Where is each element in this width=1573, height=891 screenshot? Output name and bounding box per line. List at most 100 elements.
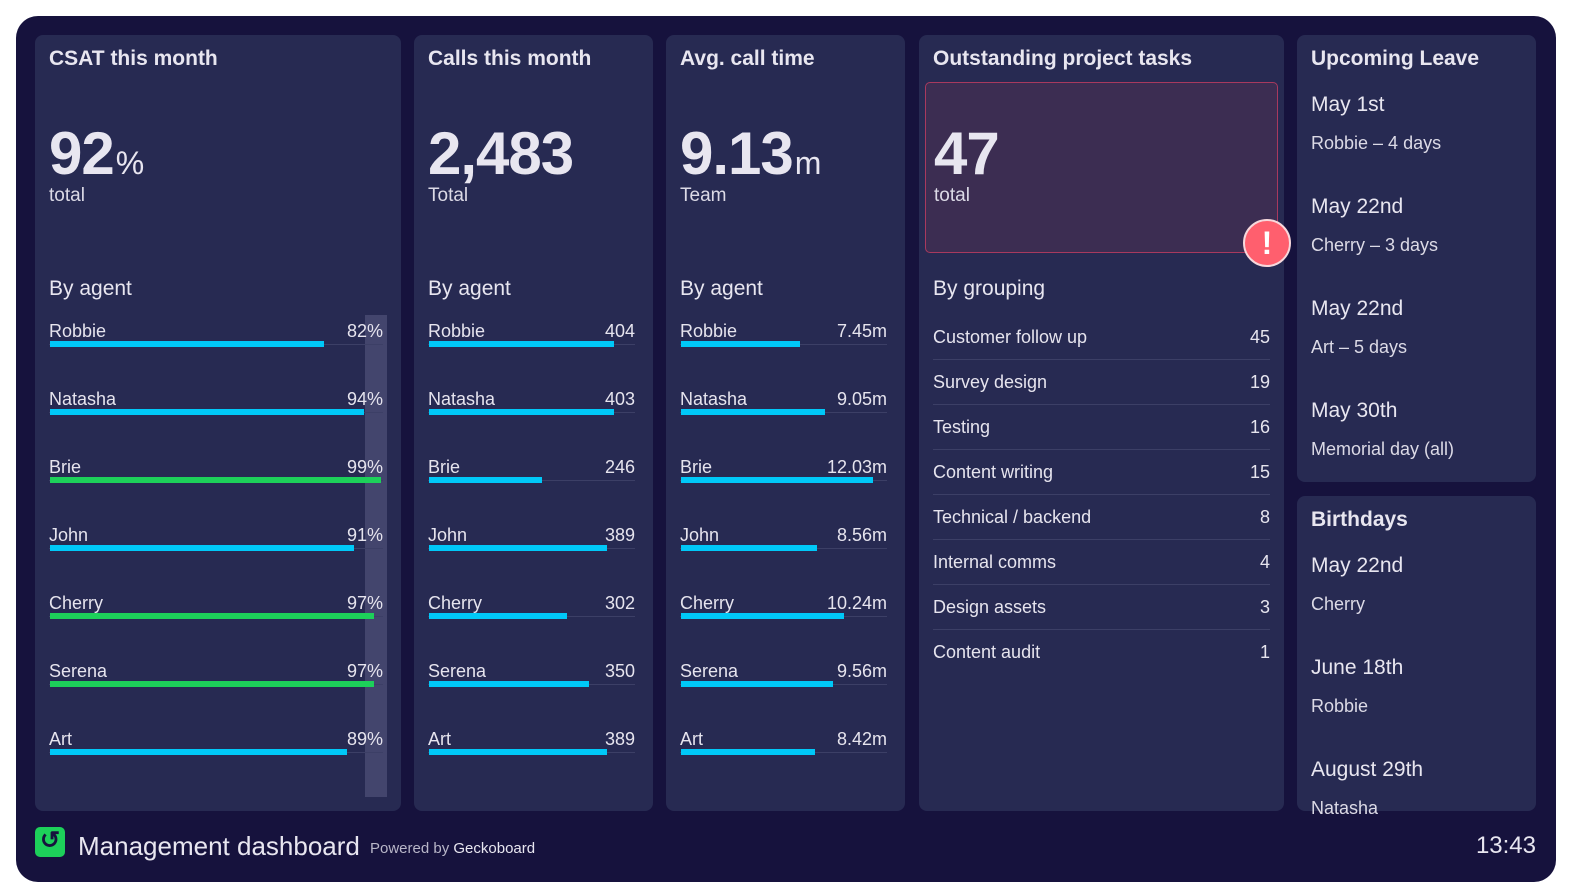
agent-bar	[681, 545, 818, 551]
agent-value: 389	[604, 525, 635, 545]
event-detail: Art – 5 days	[1311, 337, 1408, 357]
agent-name: Brie	[680, 457, 713, 477]
agent-name: John	[428, 525, 468, 545]
event-detail: Cherry – 3 days	[1311, 235, 1439, 255]
event-detail: Memorial day (all)	[1311, 439, 1455, 459]
agent-bar	[50, 681, 374, 687]
value-label: Total	[428, 185, 469, 206]
tasks-value: 47	[934, 120, 1000, 187]
birthday-item: May 22nd Cherry	[1311, 554, 1403, 615]
event-date: May 30th	[1311, 399, 1398, 422]
agent-bar	[681, 613, 845, 619]
agent-name: Robbie	[680, 321, 738, 341]
widget-title: Upcoming Leave	[1311, 47, 1480, 70]
value-number: 92	[49, 120, 115, 187]
widget-title: CSAT this month	[49, 47, 218, 70]
agent-row: Cherry 302	[428, 593, 635, 633]
agent-name: Brie	[428, 457, 461, 477]
agent-value: 404	[604, 321, 635, 341]
task-group-name: Customer follow up	[933, 327, 1088, 347]
agent-bar	[50, 749, 348, 755]
avg-call-time-widget: Avg. call time 9.13m Team By agent Robbi…	[666, 35, 905, 811]
target-band	[365, 315, 387, 797]
agent-name: Serena	[49, 661, 108, 681]
agent-row: Art 8.42m	[680, 729, 887, 769]
task-count: 8	[1259, 507, 1270, 527]
task-row: Survey design 19	[933, 360, 1270, 405]
agent-name: Brie	[49, 457, 82, 477]
powered-brand: Geckoboard	[453, 840, 536, 857]
agent-row: John 91%	[49, 525, 383, 565]
task-count: 45	[1249, 327, 1270, 347]
task-row: Testing 16	[933, 405, 1270, 450]
geckoboard-logo-icon: ↺	[35, 827, 65, 857]
agent-row: Cherry 97%	[49, 593, 383, 633]
event-date: May 22nd	[1311, 297, 1404, 320]
agent-value: 389	[604, 729, 635, 749]
task-count: 1	[1259, 642, 1270, 662]
agent-value: 8.42m	[836, 729, 887, 749]
section-title: By agent	[428, 277, 511, 300]
event-date: May 1st	[1311, 93, 1385, 116]
section-title: By agent	[49, 277, 132, 300]
value-label: total	[49, 185, 85, 206]
agent-value: 91%	[346, 525, 383, 545]
agent-row: Natasha 403	[428, 389, 635, 429]
event-date: May 22nd	[1311, 554, 1404, 577]
agent-bar	[50, 545, 354, 551]
agent-name: Art	[680, 729, 704, 749]
calls-widget: Calls this month 2,483 Total By agent Ro…	[414, 35, 653, 811]
agent-row: Brie 99%	[49, 457, 383, 497]
section-title: By grouping	[933, 277, 1046, 300]
agent-name: Natasha	[680, 389, 748, 409]
agent-value: 302	[604, 593, 635, 613]
agent-name: Robbie	[49, 321, 107, 341]
agent-name: John	[49, 525, 89, 545]
agent-value: 350	[604, 661, 635, 681]
value-label: total	[934, 185, 970, 206]
task-count: 4	[1259, 552, 1270, 572]
agent-value: 246	[604, 457, 635, 477]
agent-bar	[429, 613, 568, 619]
birthday-item: June 18th Robbie	[1311, 656, 1403, 717]
agent-row: Robbie 404	[428, 321, 635, 361]
task-count: 19	[1249, 372, 1270, 392]
task-group-name: Technical / backend	[933, 507, 1092, 527]
agent-bar	[429, 749, 608, 755]
task-group-name: Content writing	[933, 462, 1054, 482]
powered-prefix: Powered by	[370, 840, 450, 857]
agent-bar	[50, 341, 324, 347]
agent-name: Serena	[680, 661, 739, 681]
agent-row: Natasha 9.05m	[680, 389, 887, 429]
alert-box: 47 total	[925, 82, 1278, 253]
agent-value: 403	[604, 389, 635, 409]
agent-name: John	[680, 525, 720, 545]
agent-name: Art	[428, 729, 452, 749]
task-count: 16	[1249, 417, 1270, 437]
agent-row: Serena 350	[428, 661, 635, 701]
task-count: 3	[1259, 597, 1270, 617]
dashboard-title: Management dashboard	[78, 831, 360, 861]
task-group-name: Testing	[933, 417, 991, 437]
value-label: Team	[680, 185, 727, 206]
agent-name: Natasha	[49, 389, 117, 409]
tasks-widget: Outstanding project tasks 47 total ! By …	[919, 35, 1291, 811]
agent-name: Cherry	[428, 593, 483, 613]
agent-row: Robbie 7.45m	[680, 321, 887, 361]
agent-row: Serena 9.56m	[680, 661, 887, 701]
task-row: Content writing 15	[933, 450, 1270, 495]
agent-bar	[429, 409, 614, 415]
clock: 13:43	[1475, 832, 1536, 859]
powered-by[interactable]: Powered by Geckoboard	[370, 840, 535, 857]
leave-item: May 22nd Cherry – 3 days	[1311, 195, 1438, 256]
widget-title: Avg. call time	[680, 47, 815, 70]
task-group-name: Internal comms	[933, 552, 1057, 572]
task-group-name: Content audit	[933, 642, 1041, 662]
agent-name: Art	[49, 729, 73, 749]
birthday-item: August 29th Natasha	[1311, 758, 1423, 819]
agent-row: John 389	[428, 525, 635, 565]
agent-row: Natasha 94%	[49, 389, 383, 429]
agent-name: Natasha	[428, 389, 496, 409]
section-title: By agent	[680, 277, 763, 300]
task-count: 15	[1249, 462, 1270, 482]
